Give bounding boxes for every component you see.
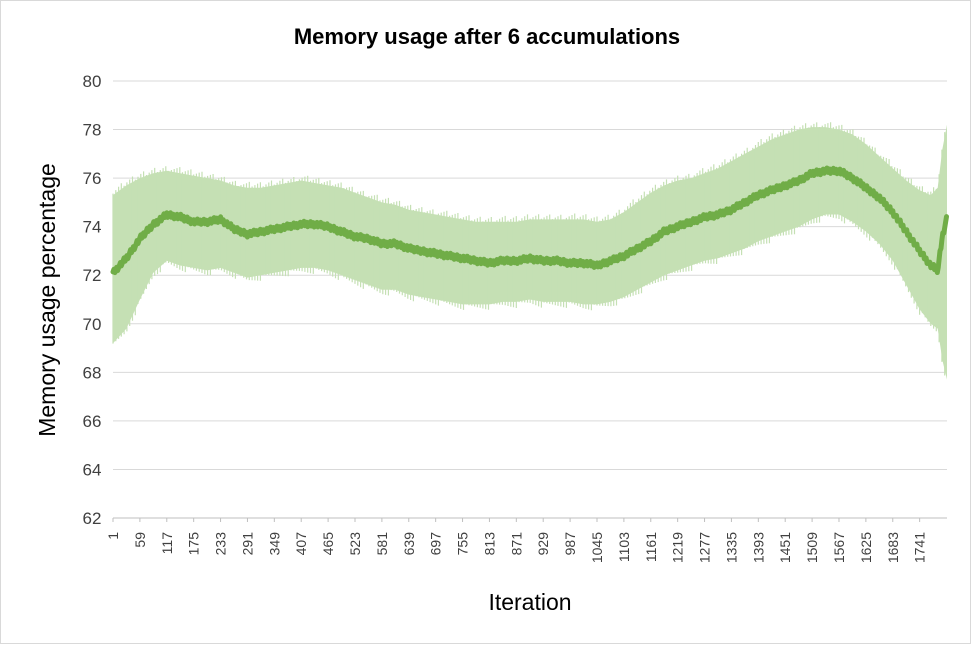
error-band <box>112 122 947 380</box>
x-tick-label: 987 <box>562 532 578 556</box>
x-tick-label: 639 <box>401 532 417 556</box>
x-tick-label: 1451 <box>777 532 793 563</box>
x-tick-label: 523 <box>347 532 363 556</box>
x-tick-label: 407 <box>293 532 309 556</box>
x-tick-label: 1277 <box>697 532 713 563</box>
y-tick-labels: 62 64 66 68 70 72 74 76 78 80 <box>83 72 102 528</box>
y-tick-label: 78 <box>83 121 102 140</box>
x-tick-label: 1 <box>105 532 121 540</box>
x-tick-label: 59 <box>132 532 148 548</box>
series-line <box>110 165 949 276</box>
y-tick-label: 64 <box>83 460 102 479</box>
y-tick-label: 74 <box>83 218 102 237</box>
y-axis-title: Memory usage percentage <box>34 163 60 437</box>
x-tick-label: 291 <box>239 532 255 556</box>
x-tick-label: 929 <box>535 532 551 556</box>
x-tick-label: 1393 <box>750 532 766 563</box>
x-tick-label: 1219 <box>670 532 686 563</box>
x-axis-title: Iteration <box>488 589 571 615</box>
y-tick-label: 68 <box>83 363 102 382</box>
y-tick-label: 80 <box>83 72 102 91</box>
y-tick-label: 72 <box>83 266 102 285</box>
y-tick-label: 66 <box>83 412 102 431</box>
x-tick-label: 233 <box>213 532 229 556</box>
x-tick-label: 117 <box>159 532 175 555</box>
x-tick-label: 1683 <box>885 532 901 563</box>
x-tick-label: 1161 <box>643 532 659 562</box>
x-tick-label: 1509 <box>804 532 820 563</box>
x-tick-label: 465 <box>320 532 336 556</box>
y-tick-label: 70 <box>83 315 102 334</box>
y-tick-label: 62 <box>83 509 102 528</box>
x-tick-labels: 1 59 117 175 233 291 349 407 465 523 581 639 697 755 8… <box>105 532 928 563</box>
x-tick-label: 1567 <box>831 532 847 563</box>
x-tick-label: 1335 <box>723 532 739 563</box>
x-tick-label: 581 <box>374 532 390 556</box>
x-tick-label: 175 <box>186 532 202 556</box>
y-tick-label: 76 <box>83 169 102 188</box>
chart-title: Memory usage after 6 accumulations <box>294 24 680 49</box>
x-tick-label: 349 <box>266 532 282 556</box>
x-tick-label: 697 <box>428 532 444 556</box>
axes <box>112 517 947 522</box>
x-tick-label: 1045 <box>589 532 605 563</box>
x-tick-label: 871 <box>508 532 524 556</box>
x-tick-label: 1625 <box>858 532 874 563</box>
x-tick-label: 1103 <box>616 532 632 562</box>
x-tick-label: 813 <box>481 532 497 556</box>
x-tick-label: 1741 <box>912 532 928 563</box>
mean-line <box>110 165 949 276</box>
x-tick-label: 755 <box>455 532 471 556</box>
